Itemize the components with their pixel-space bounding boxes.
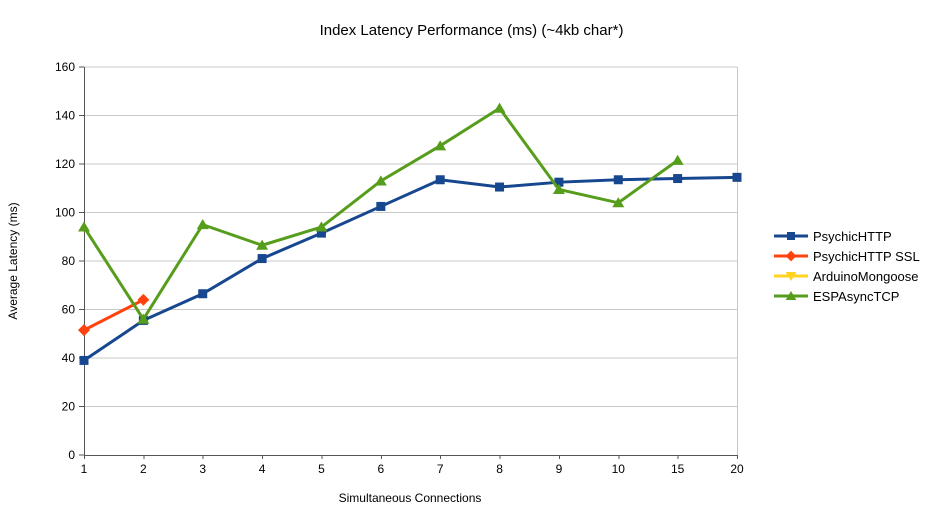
series-marker-ESPAsyncTCP (256, 239, 269, 250)
x-tick-label: 4 (259, 462, 266, 476)
series-marker-PsychicHTTP (316, 228, 326, 238)
x-tick-label: 10 (612, 462, 626, 476)
series-marker-PsychicHTTP (732, 172, 742, 182)
series-marker-PsychicHTTP (435, 175, 445, 185)
legend-item-ArduinoMongoose: ArduinoMongoose (774, 266, 920, 286)
legend-marker (785, 272, 797, 281)
x-axis-title: Simultaneous Connections (338, 491, 482, 505)
y-tick-label: 160 (55, 60, 75, 74)
x-tick-label: 8 (496, 462, 503, 476)
y-tick-label: 40 (62, 351, 76, 365)
diamond-icon (774, 250, 808, 262)
x-tick-label: 1 (81, 462, 88, 476)
series-marker-PsychicHTTP (495, 182, 505, 192)
series-marker-ESPAsyncTCP (612, 197, 625, 208)
square-icon (774, 232, 808, 240)
legend-label: ArduinoMongoose (813, 268, 919, 284)
series-marker-PsychicHTTP-SSL (78, 324, 90, 337)
y-tick-label: 20 (62, 400, 76, 414)
legend: PsychicHTTP PsychicHTTP SSL ArduinoMongoos… (774, 226, 920, 306)
series-marker-ESPAsyncTCP (315, 221, 328, 232)
series-marker-PsychicHTTP (554, 177, 564, 187)
legend-label: PsychicHTTP (813, 228, 892, 244)
series-marker-ESPAsyncTCP (493, 102, 506, 113)
series-marker-PsychicHTTP (79, 355, 89, 365)
x-tick-label: 7 (437, 462, 444, 476)
legend-label: ESPAsyncTCP (813, 288, 900, 304)
x-tick-label: 15 (671, 462, 685, 476)
series-line-ESPAsyncTCP (82, 106, 679, 322)
y-tick-label: 100 (55, 206, 75, 220)
series-marker-PsychicHTTP (257, 254, 267, 264)
series-marker-PsychicHTTP (613, 175, 623, 185)
series-marker-PsychicHTTP (198, 289, 208, 299)
x-tick-label: 6 (377, 462, 384, 476)
legend-marker (787, 232, 795, 240)
y-tick-label: 60 (62, 303, 76, 317)
x-tick-label: 9 (556, 462, 563, 476)
legend-label: PsychicHTTP SSL (813, 248, 920, 264)
series-marker-PsychicHTTP-SSL (137, 293, 150, 306)
series-marker-ESPAsyncTCP (374, 175, 387, 186)
series-marker-ESPAsyncTCP (434, 140, 447, 151)
series-marker-ESPAsyncTCP (137, 313, 150, 324)
triangle-up-icon (774, 291, 808, 300)
series-marker-PsychicHTTP (376, 201, 386, 211)
legend-marker (785, 250, 797, 262)
x-tick-label: 3 (199, 462, 206, 476)
series-marker-ESPAsyncTCP (552, 183, 565, 194)
x-tick-label: 5 (318, 462, 325, 476)
legend-item-PsychicHTTP-SSL: PsychicHTTP SSL (774, 246, 920, 266)
y-tick-label: 140 (55, 109, 75, 123)
y-tick-label: 80 (62, 254, 76, 268)
series-marker-ESPAsyncTCP (196, 219, 209, 230)
y-tick-label: 120 (55, 157, 75, 171)
series-marker-PsychicHTTP (673, 174, 683, 184)
legend-item-ESPAsyncTCP: ESPAsyncTCP (774, 286, 920, 306)
chart-title: Index Latency Performance (ms) (~4kb cha… (319, 22, 624, 39)
legend-item-PsychicHTTP: PsychicHTTP (774, 226, 920, 246)
series-marker-ESPAsyncTCP (78, 221, 90, 232)
series-line-PsychicHTTP (83, 175, 738, 362)
x-tick-label: 20 (730, 462, 744, 476)
y-tick-label: 0 (68, 448, 75, 462)
series-marker-ESPAsyncTCP (671, 154, 684, 165)
legend-marker (785, 291, 797, 300)
x-tick-label: 2 (140, 462, 147, 476)
triangle-down-icon (774, 272, 808, 281)
